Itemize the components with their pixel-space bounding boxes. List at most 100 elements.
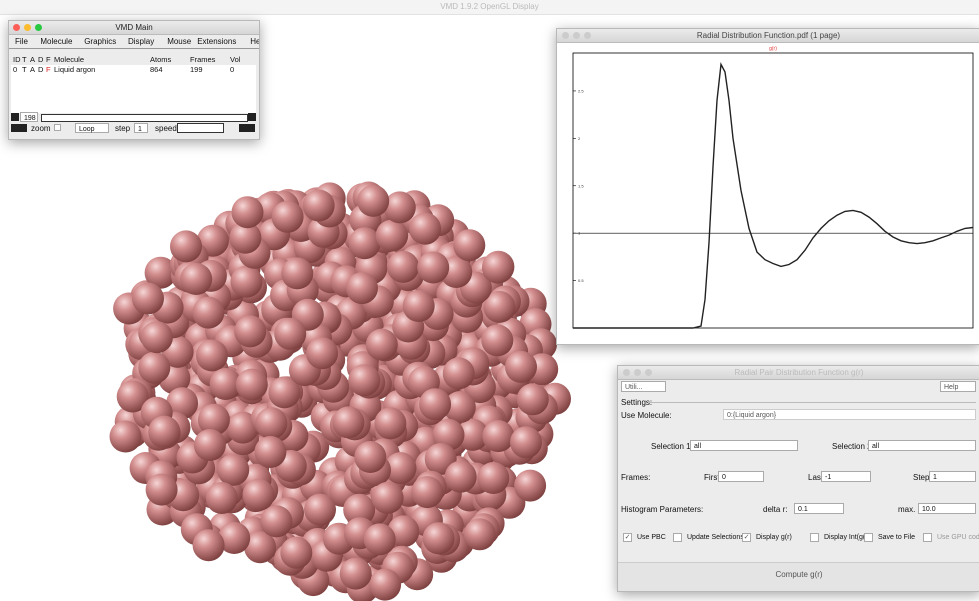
cell: Liquid argon [54,65,95,74]
menu-bar: File Molecule Graphics Display Mouse Extensio… [9,35,259,49]
atom [254,436,286,468]
cell: 0 [230,65,234,74]
menu-item[interactable]: Extensions [197,37,236,46]
atom [243,479,275,511]
atom [482,252,514,284]
use-molecule-label: Use Molecule: [621,411,672,420]
checkbox-label: Use GPU code [937,534,979,541]
atom [445,461,477,493]
atom [306,337,338,369]
step-field[interactable]: 1 [929,471,976,482]
max-r-field[interactable]: 10.0 [918,503,976,514]
atom [477,462,509,494]
window-title: Radial Pair Distribution Function g(r) [735,368,864,377]
column-header: Atoms [150,55,171,64]
utilities-menu[interactable]: Utili... [621,381,666,392]
minimize-button[interactable] [634,369,641,376]
atom [482,420,514,452]
y-tick-label: 2.5 [578,88,584,93]
atom [148,416,180,448]
selection2-field[interactable]: all [868,440,976,451]
frame-field[interactable]: 198 [20,112,38,122]
cell: 0 [13,65,17,74]
atom [464,518,496,550]
atom [231,266,263,298]
plot-frame [573,53,973,328]
close-button[interactable] [623,369,630,376]
title-bar: Radial Pair Distribution Function g(r) [618,366,979,380]
atom [196,340,228,372]
delta-r-field[interactable]: 0.1 [794,503,844,514]
selection1-field[interactable]: all [690,440,798,451]
loop-menu[interactable]: Loop [75,123,109,133]
step-field[interactable]: 1 [134,123,148,133]
atom [232,196,264,228]
zoom-checkbox[interactable] [54,124,61,131]
checkbox[interactable] [810,533,819,542]
checkbox[interactable]: ✓ [742,533,751,542]
delta-r-label: delta r: [763,505,787,514]
window-title: VMD Main [115,23,152,32]
cell: D [38,65,43,74]
title-bar: Radial Distribution Function.pdf (1 page… [557,29,979,43]
atom [369,569,401,601]
play-button[interactable] [239,124,255,132]
zoom-button[interactable] [35,24,42,31]
atom [443,357,475,389]
atom [411,476,443,508]
zoom-button[interactable] [584,32,591,39]
atom [510,426,542,458]
speed-slider[interactable] [177,123,224,133]
minimize-button[interactable] [24,24,31,31]
atom [517,383,549,415]
menu-item[interactable]: Mouse [167,37,191,46]
atom [505,351,537,383]
atom [141,321,173,353]
first-frame-button[interactable] [11,113,19,121]
atom [281,257,313,289]
play-reverse-button[interactable] [11,124,27,132]
atom [234,315,266,347]
frame-slider[interactable] [41,114,248,122]
selection1-label: Selection 1: [651,442,693,451]
atom [364,523,396,555]
atom [514,470,546,502]
minimize-button[interactable] [573,32,580,39]
first-field[interactable]: 0 [718,471,764,482]
checkbox[interactable]: ✓ [623,533,632,542]
menu-item[interactable]: Molecule [40,37,72,46]
molecule-menu[interactable]: 0:{Liquid argon} [723,409,976,420]
checkbox[interactable] [864,533,873,542]
checkbox[interactable] [673,533,682,542]
cell: 864 [150,65,163,74]
zoom-button[interactable] [645,369,652,376]
cell: 199 [190,65,203,74]
atom [384,191,416,223]
menu-item[interactable]: Graphics [84,37,116,46]
atom [304,494,336,526]
close-button[interactable] [562,32,569,39]
atom [376,220,408,252]
atom [180,263,212,295]
step-label: step [115,124,130,133]
column-header: D [38,55,43,64]
checkbox-label: Use PBC [637,534,666,541]
compute-button[interactable]: Compute g(r) [618,562,979,592]
atom [193,529,225,561]
histogram-label: Histogram Parameters: [621,505,703,514]
menu-item[interactable]: Display [128,37,154,46]
menu-item[interactable]: Help [250,37,260,46]
help-menu[interactable]: Help [940,381,976,392]
last-frame-button[interactable] [248,113,256,121]
last-field[interactable]: -1 [821,471,871,482]
menu-item[interactable]: File [15,37,28,46]
checkbox [923,533,932,542]
chart: g(r)0.511.522.5 [557,43,979,344]
atom [349,227,381,259]
atom [357,185,389,217]
atom [481,324,513,356]
display-title-bar: VMD 1.9.2 OpenGL Display [0,0,979,15]
atom [303,190,335,222]
close-button[interactable] [13,24,20,31]
